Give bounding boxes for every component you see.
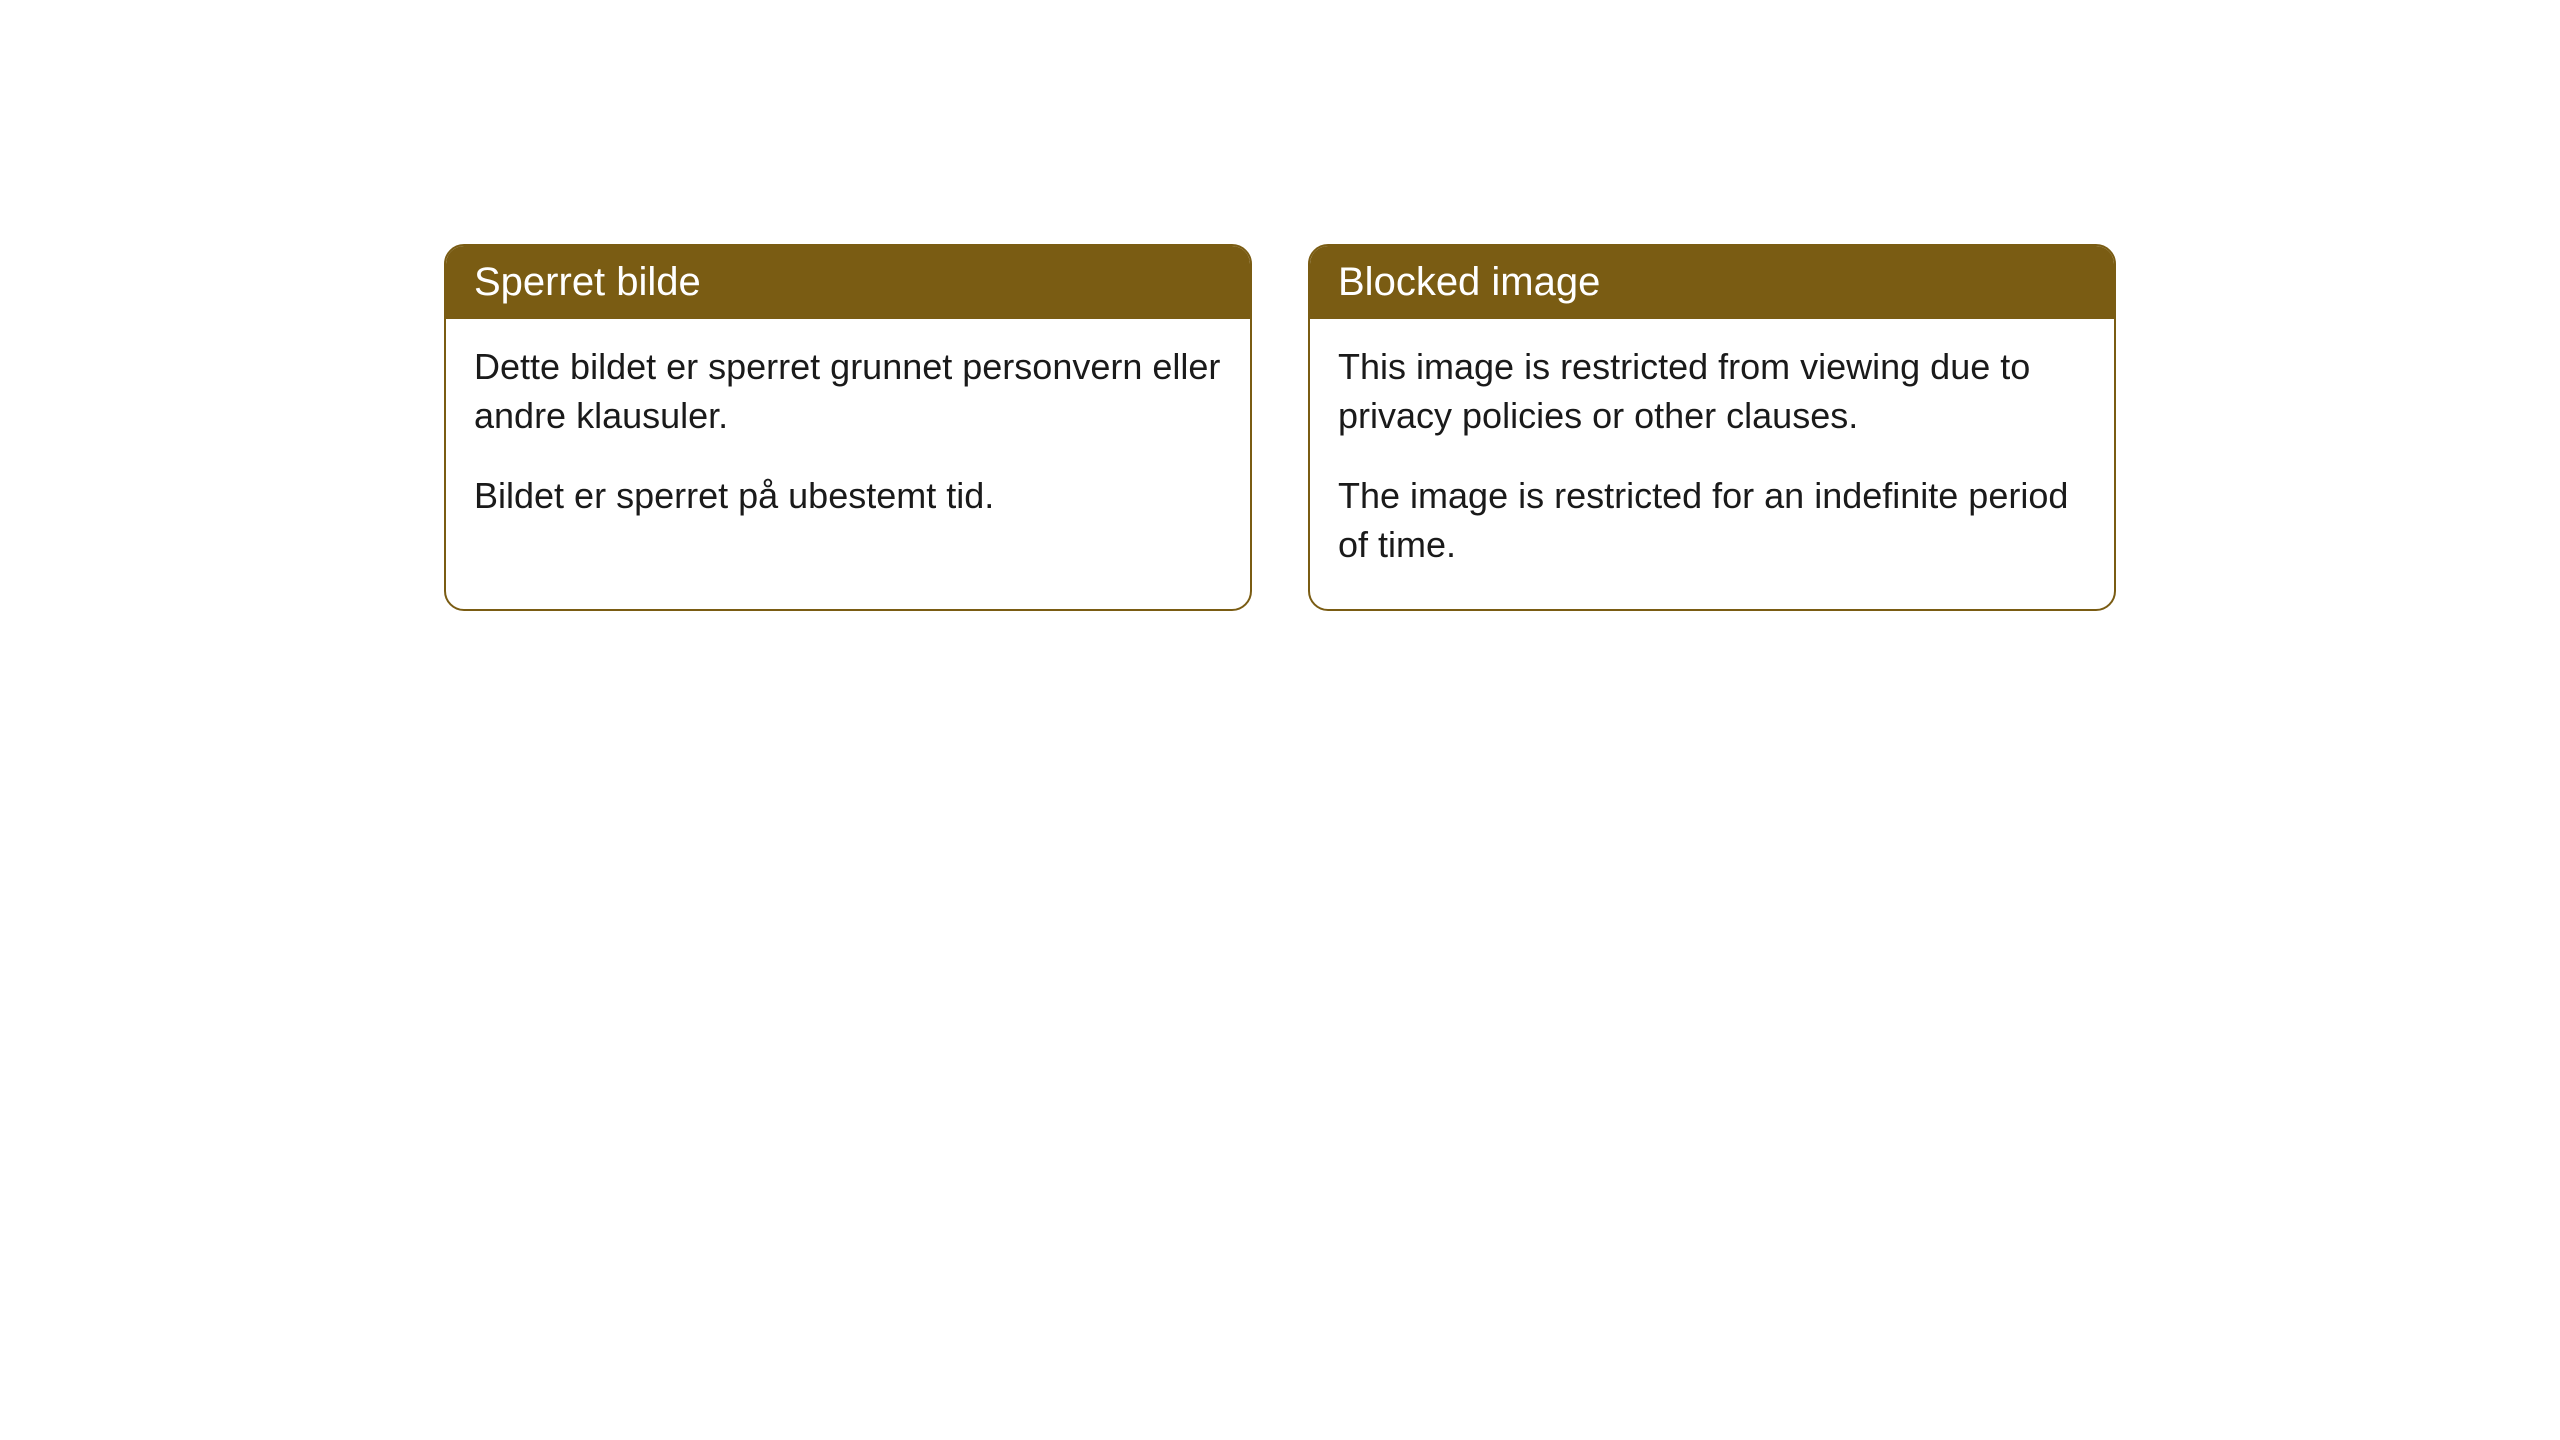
card-paragraph-1-english: This image is restricted from viewing du… [1338, 343, 2086, 440]
cards-container: Sperret bilde Dette bildet er sperret gr… [444, 244, 2116, 611]
card-title-english: Blocked image [1338, 260, 1600, 304]
card-paragraph-1-norwegian: Dette bildet er sperret grunnet personve… [474, 343, 1222, 440]
card-header-english: Blocked image [1310, 246, 2114, 319]
card-paragraph-2-norwegian: Bildet er sperret på ubestemt tid. [474, 472, 1222, 521]
card-paragraph-2-english: The image is restricted for an indefinit… [1338, 472, 2086, 569]
card-norwegian: Sperret bilde Dette bildet er sperret gr… [444, 244, 1252, 611]
card-title-norwegian: Sperret bilde [474, 260, 701, 304]
card-body-norwegian: Dette bildet er sperret grunnet personve… [446, 319, 1250, 561]
card-body-english: This image is restricted from viewing du… [1310, 319, 2114, 609]
card-english: Blocked image This image is restricted f… [1308, 244, 2116, 611]
card-header-norwegian: Sperret bilde [446, 246, 1250, 319]
